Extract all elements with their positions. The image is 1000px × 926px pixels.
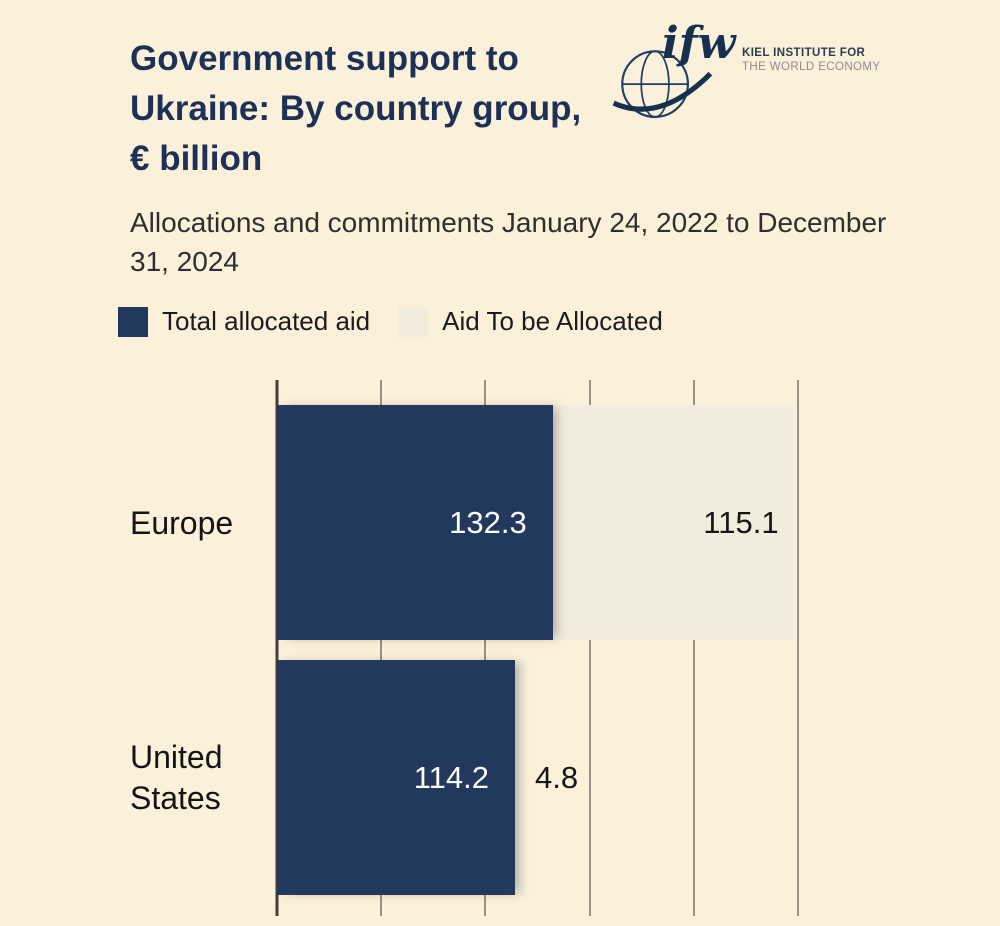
bar-europe-to-be-allocated: 115.1 [552, 405, 793, 640]
category-label-united-states: United States [130, 739, 223, 816]
bar-row-united-states: 114.2 4.8 [277, 660, 798, 895]
gridline [588, 380, 591, 916]
globe-icon [612, 50, 713, 118]
gridline [380, 380, 383, 916]
chart-legend: Total allocated aid Aid To be Allocated [118, 306, 663, 337]
plot-area: 132.3 115.1 114.2 4.8 [275, 380, 799, 916]
ifw-logo-text: ifw [662, 18, 736, 69]
institute-name-line2: THE WORLD ECONOMY [742, 61, 881, 74]
bar-row-europe: 132.3 115.1 [277, 405, 798, 640]
bar-europe-allocated: 132.3 [277, 405, 553, 640]
value-label-europe-allocated: 132.3 [449, 504, 527, 540]
bar-united-states-to-be-allocated: 4.8 [514, 660, 578, 895]
value-label-europe-to-be-allocated: 115.1 [703, 504, 779, 540]
value-label-united-states-allocated: 114.2 [413, 759, 489, 795]
legend-label-to-be-allocated: Aid To be Allocated [442, 306, 663, 336]
y-axis-line [275, 380, 279, 916]
institute-name-line1: KIEL INSTITUTE FOR [742, 47, 866, 59]
value-label-united-states-to-be-allocated: 4.8 [534, 759, 579, 795]
legend-item-allocated: Total allocated aid [118, 306, 370, 337]
gridline [797, 380, 799, 916]
legend-label-allocated: Total allocated aid [162, 306, 371, 336]
legend-swatch-allocated [118, 306, 148, 337]
legend-swatch-to-be-allocated [398, 306, 429, 337]
kiel-institute-logo: ifw KIEL INSTITUTE FOR THE WORLD ECONOMY [610, 18, 890, 124]
chart-subtitle: Allocations and commitments January 24, … [130, 207, 887, 277]
legend-item-to-be-allocated: Aid To be Allocated [398, 306, 663, 337]
gridline [692, 380, 695, 916]
bar-united-states-allocated: 114.2 [277, 660, 515, 895]
page-title: Government support to Ukraine: By countr… [130, 39, 582, 179]
gridline [484, 380, 487, 916]
category-label-europe: Europe [130, 505, 234, 541]
institute-name: KIEL INSTITUTE FOR THE WORLD ECONOMY [742, 46, 880, 75]
